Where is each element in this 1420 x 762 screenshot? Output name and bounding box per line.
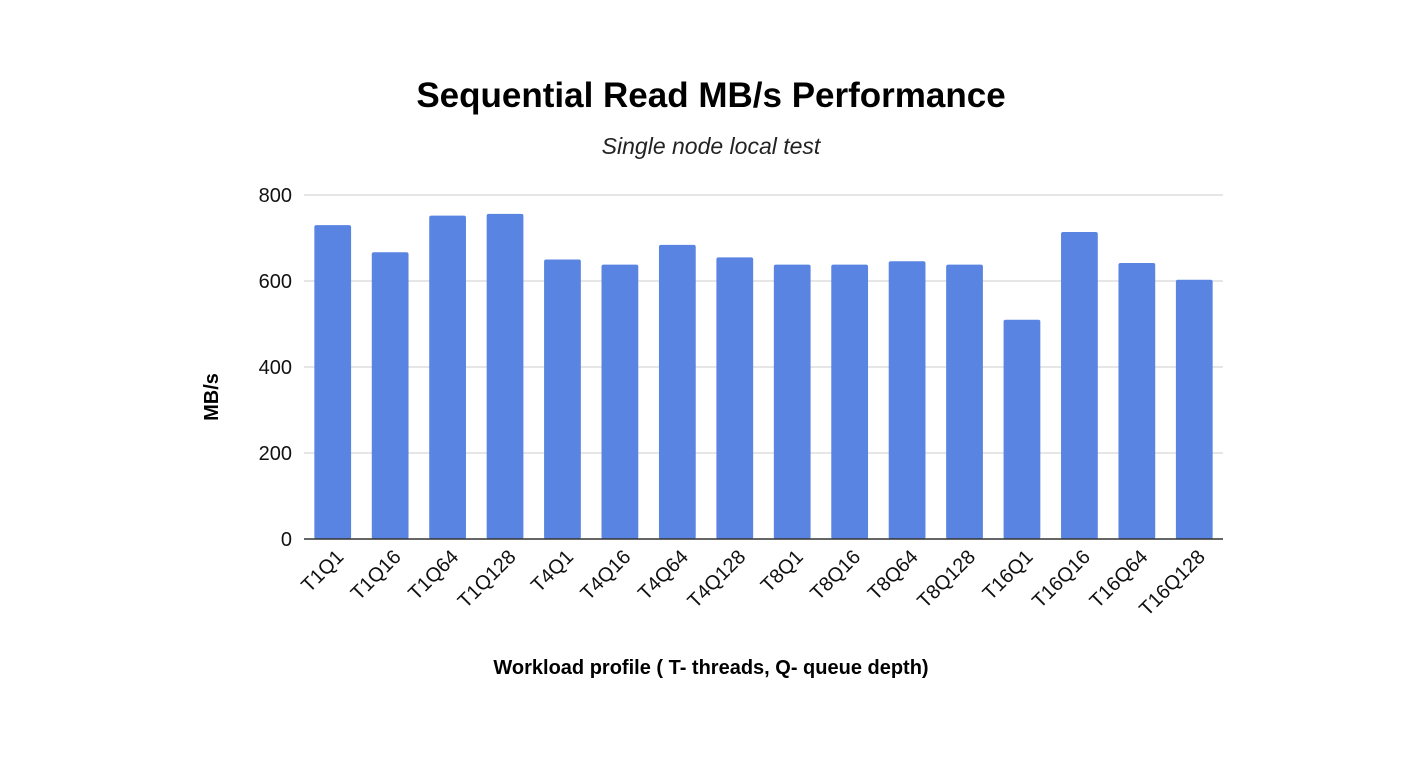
x-tick-label: T1Q1 — [297, 546, 348, 597]
bar-t8q16 — [831, 264, 869, 539]
y-tick-label: 600 — [259, 271, 292, 293]
y-axis-title: MB/s — [201, 373, 223, 421]
x-tick-label: T4Q128 — [684, 546, 751, 613]
bar-t4q128 — [716, 257, 754, 539]
x-tick-label: T16Q16 — [1028, 546, 1095, 613]
y-tick-label: 400 — [259, 357, 292, 379]
chart-title: Sequential Read MB/s Performance — [416, 76, 1005, 115]
bar-t8q1 — [773, 264, 811, 539]
bar-t1q1 — [314, 225, 352, 539]
bar-t1q16 — [371, 252, 409, 539]
bars — [314, 213, 1213, 540]
y-tick-label: 0 — [281, 529, 292, 551]
x-tick-label: T1Q16 — [347, 546, 406, 605]
chart-subtitle: Single node local test — [602, 133, 822, 159]
x-tick-label: T4Q16 — [577, 546, 636, 605]
bar-t4q16 — [601, 264, 639, 539]
bar-t16q128 — [1175, 279, 1213, 539]
bar-t1q64 — [429, 215, 466, 539]
bar-t4q1 — [544, 259, 581, 539]
x-tick-label: T8Q1 — [757, 546, 808, 597]
bar-t4q64 — [658, 244, 696, 539]
bar-t8q128 — [946, 264, 983, 539]
x-axis-title: Workload profile ( T- threads, Q- queue … — [493, 657, 928, 679]
y-axis-ticks: 0 200 400 600 800 — [259, 185, 292, 551]
bar-t16q1 — [1003, 319, 1041, 539]
bar-t8q64 — [888, 261, 926, 539]
x-tick-label: T8Q16 — [806, 546, 865, 605]
y-tick-label: 800 — [259, 185, 292, 207]
x-tick-label: T4Q1 — [527, 546, 578, 597]
y-tick-label: 200 — [259, 443, 292, 465]
x-tick-label: T8Q128 — [913, 546, 980, 613]
x-tick-label: T1Q128 — [454, 546, 521, 613]
bar-t16q16 — [1061, 231, 1098, 540]
bar-t1q128 — [486, 213, 524, 540]
bar-t16q64 — [1118, 262, 1156, 539]
